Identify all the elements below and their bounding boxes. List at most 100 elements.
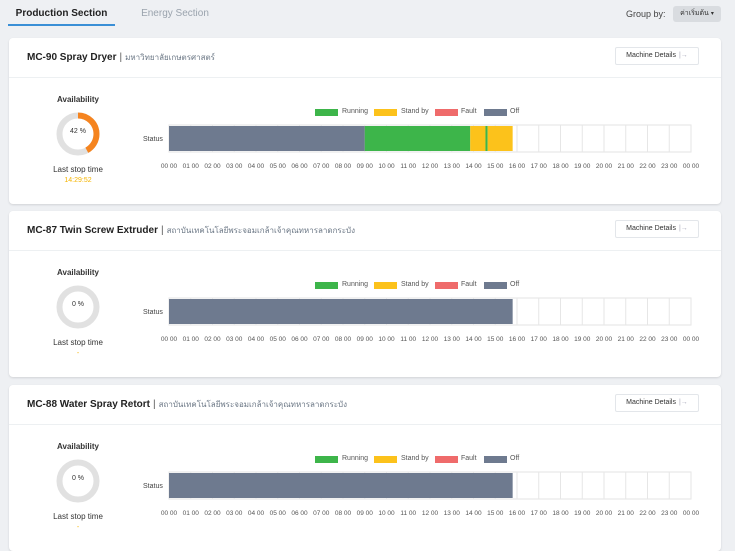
hour-axis: 00 00 01 00 02 00 03 00 04 00 05 00 06 00 07 00… [159, 510, 699, 522]
machine-card: MC-87 Twin Screw Extruder | สถาบันเทคโนโลย… [9, 211, 721, 377]
hour-tick-label: 05 00 [269, 336, 286, 343]
hour-tick-label: 03 00 [226, 510, 243, 517]
hour-tick-label: 01 00 [182, 163, 199, 170]
hour-tick-label: 18 00 [552, 510, 569, 517]
hour-tick-label: 20 00 [595, 336, 613, 343]
machine-title: MC-87 Twin Screw Extruder | สถาบันเทคโนโลย… [27, 224, 355, 237]
hour-tick-label: 16 00 [508, 163, 526, 170]
legend-label-fault: Fault [461, 455, 477, 462]
hour-tick-label: 11 00 [400, 336, 417, 343]
hour-tick-label: 23 00 [661, 163, 678, 170]
legend-swatch-stand-by [374, 109, 397, 116]
machine-organization: สถาบันเทคโนโลยีพระจอมเกล้าเจ้าคุณทหารลาด… [166, 226, 355, 235]
legend-label-fault: Fault [461, 281, 477, 288]
last-stop-time: - [76, 524, 80, 531]
tab-energy-section[interactable]: Energy Section [141, 8, 209, 19]
hour-tick-label: 10 00 [378, 510, 395, 517]
status-timeline [168, 297, 692, 326]
hour-tick-label: 17 00 [530, 336, 547, 343]
hour-tick-label: 13 00 [443, 163, 460, 170]
machine-details-label: Machine Details [626, 52, 676, 59]
last-stop-label: Last stop time [53, 165, 103, 174]
timeline-segment-off[interactable] [169, 299, 513, 324]
legend-label-running: Running [342, 108, 369, 115]
hour-tick-label: 22 00 [639, 510, 656, 517]
hour-tick-label: 22 00 [639, 163, 656, 170]
legend-label-stand-by: Stand by [401, 281, 429, 288]
machine-card-header: MC-90 Spray Dryer | มหาวิทยาลัยเกษตรศาสตร์… [9, 38, 721, 78]
caret-down-icon: ▾ [710, 11, 714, 17]
legend-label-running: Running [342, 281, 369, 288]
hour-tick-label: 19 00 [574, 510, 591, 517]
timeline-segment-running[interactable] [364, 126, 471, 151]
title-separator: | [119, 52, 123, 63]
hour-tick-label: 14 00 [465, 336, 482, 343]
legend-label-off: Off [510, 108, 520, 115]
machine-name: MC-90 Spray Dryer [27, 52, 117, 63]
machine-card-header: MC-88 Water Spray Retort | สถาบันเทคโนโลยี… [9, 385, 721, 425]
hour-tick-label: 05 00 [269, 163, 286, 170]
status-timeline [168, 124, 692, 153]
timeline-segment-stand-by[interactable] [487, 126, 513, 151]
hour-tick-label: 21 00 [617, 163, 634, 170]
hour-tick-label: 12 00 [421, 336, 439, 343]
last-stop-label: Last stop time [53, 338, 103, 347]
timeline-segment-off[interactable] [169, 473, 513, 498]
donut-track [56, 459, 100, 503]
timeline-segment-running[interactable] [485, 126, 488, 151]
hour-tick-label: 09 00 [356, 163, 373, 170]
legend-label-off: Off [510, 455, 520, 462]
machine-details-button[interactable]: Machine Details |→ [615, 47, 699, 65]
last-stop-time: 14:29:52 [64, 177, 92, 184]
machine-card: MC-88 Water Spray Retort | สถาบันเทคโนโลยี… [9, 385, 721, 551]
machine-title: MC-90 Spray Dryer | มหาวิทยาลัยเกษตรศาสตร์ [27, 51, 215, 64]
hour-tick-label: 18 00 [552, 163, 569, 170]
legend-label-off: Off [510, 281, 520, 288]
legend-swatch-running [315, 282, 338, 289]
hour-tick-label: 16 00 [508, 336, 526, 343]
hour-tick-label: 11 00 [400, 510, 417, 517]
hour-tick-label: 07 00 [313, 336, 330, 343]
availability-donut [56, 112, 100, 156]
hour-tick-label: 17 00 [530, 163, 547, 170]
machine-details-label: Machine Details [626, 399, 676, 406]
legend-swatch-fault [435, 456, 458, 463]
last-stop-time: - [76, 350, 80, 357]
legend-swatch-fault [435, 109, 458, 116]
hour-tick-label: 00 00 [682, 163, 700, 170]
legend-swatch-running [315, 109, 338, 116]
hour-tick-label: 04 00 [247, 510, 265, 517]
machine-details-button[interactable]: Machine Details |→ [615, 394, 699, 412]
hour-tick-label: 12 00 [421, 163, 439, 170]
hour-tick-label: 10 00 [378, 163, 395, 170]
status-timeline [168, 471, 692, 500]
hour-axis: 00 00 01 00 02 00 03 00 04 00 05 00 06 00 07 00… [159, 336, 699, 348]
availability-donut [56, 459, 100, 503]
section-tabs-bar: Production Section Energy Section Group … [0, 0, 735, 28]
hour-axis: 00 00 01 00 02 00 03 00 04 00 05 00 06 00 07 00… [159, 163, 699, 175]
legend-swatch-fault [435, 282, 458, 289]
group-by-label: Group by: [626, 9, 666, 19]
legend-label-stand-by: Stand by [401, 455, 429, 462]
hour-tick-label: 06 00 [291, 163, 308, 170]
availability-value: 0 % [71, 475, 85, 482]
machine-card-header: MC-87 Twin Screw Extruder | สถาบันเทคโนโลย… [9, 211, 721, 251]
hour-tick-label: 15 00 [487, 163, 504, 170]
availability-value: 0 % [71, 301, 85, 308]
hour-tick-label: 01 00 [182, 336, 199, 343]
hour-tick-label: 06 00 [291, 336, 308, 343]
machine-details-button[interactable]: Machine Details |→ [615, 220, 699, 238]
tab-production-section[interactable]: Production Section [8, 0, 115, 26]
hour-tick-label: 02 00 [204, 336, 221, 343]
timeline-segment-off[interactable] [169, 126, 365, 151]
external-arrow-icon: |→ [678, 399, 688, 406]
hour-tick-label: 14 00 [465, 163, 482, 170]
title-separator: | [153, 399, 156, 410]
hour-tick-label: 06 00 [291, 510, 308, 517]
machine-details-label: Machine Details [626, 225, 676, 232]
hour-tick-label: 23 00 [661, 336, 678, 343]
hour-tick-label: 03 00 [226, 336, 243, 343]
timeline-segment-stand-by[interactable] [470, 126, 486, 151]
hour-tick-label: 04 00 [247, 336, 265, 343]
group-by-select[interactable]: ค่าเริ่มต้น ▾ [673, 6, 721, 22]
